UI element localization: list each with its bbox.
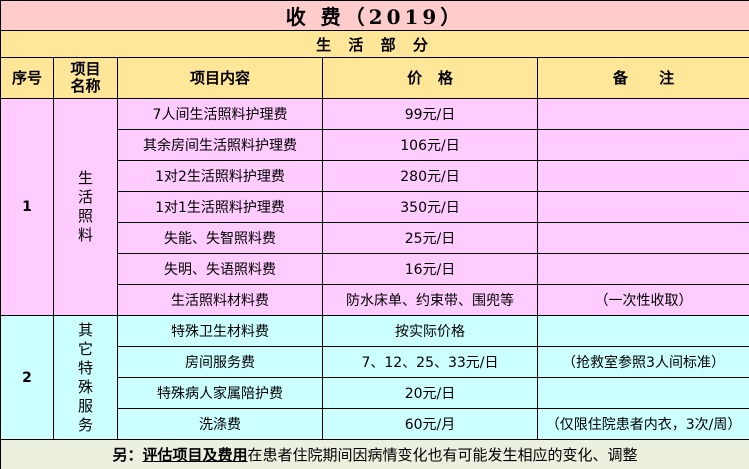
cell-content: 特殊病人家属陪护费	[118, 378, 323, 409]
cell-content: 房间服务费	[118, 347, 323, 378]
group-name-char: 特	[54, 359, 117, 378]
cell-price: 99元/日	[323, 99, 538, 130]
footer-note: 另：评估项目及费用在患者住院期间因病情变化也有可能发生相应的变化、调整	[1, 440, 749, 469]
cell-note	[538, 378, 749, 409]
group-name-char: 料	[54, 226, 117, 245]
group-name-char: 活	[54, 188, 117, 207]
header-name-line1: 项目	[70, 60, 100, 78]
cell-note: （一次性收取）	[538, 285, 749, 316]
cell-content: 生活照料材料费	[118, 285, 323, 316]
cell-price: 7、12、25、33元/日	[323, 347, 538, 378]
cell-content: 其余房间生活照料护理费	[118, 130, 323, 161]
section-title: 生 活 部 分	[1, 31, 749, 58]
cell-price: 20元/日	[323, 378, 538, 409]
cell-note	[538, 316, 749, 347]
cell-content: 特殊卫生材料费	[118, 316, 323, 347]
cell-note	[538, 130, 749, 161]
cell-content: 洗涤费	[118, 409, 323, 440]
header-no: 序号	[1, 58, 54, 99]
cell-note	[538, 254, 749, 285]
group-name-char: 照	[54, 207, 117, 226]
header-name-line2: 名称	[70, 77, 100, 95]
cell-note	[538, 192, 749, 223]
cell-content: 7人间生活照料护理费	[118, 99, 323, 130]
cell-price: 25元/日	[323, 223, 538, 254]
cell-price: 60元/月	[323, 409, 538, 440]
group-name-char: 生	[54, 169, 117, 188]
group-name: 其它特殊服务	[54, 316, 118, 440]
cell-note	[538, 161, 749, 192]
cell-note	[538, 99, 749, 130]
footer-text: 在患者住院期间因病情变化也有可能发生相应的变化、调整	[248, 446, 638, 464]
cell-note: （仅限住院患者内衣，3次/周）	[538, 409, 749, 440]
cell-content: 1对1生活照料护理费	[118, 192, 323, 223]
cell-price: 280元/日	[323, 161, 538, 192]
header-note: 备 注	[538, 58, 749, 99]
table-title: 收 费（2019）	[1, 1, 749, 31]
cell-price: 16元/日	[323, 254, 538, 285]
cell-content: 失明、失语照料费	[118, 254, 323, 285]
group-name: 生活照料	[54, 99, 118, 316]
group-name-char: 其	[54, 321, 117, 340]
cell-price: 106元/日	[323, 130, 538, 161]
footer-prefix: 另：	[112, 446, 142, 464]
group-name-char: 殊	[54, 378, 117, 397]
cell-note: （抢救室参照3人间标准）	[538, 347, 749, 378]
cell-price: 防水床单、约束带、围兜等	[323, 285, 538, 316]
header-price: 价 格	[323, 58, 538, 99]
cell-price: 按实际价格	[323, 316, 538, 347]
cell-content: 失能、失智照料费	[118, 223, 323, 254]
footer-emphasis: 评估项目及费用	[143, 446, 248, 464]
header-name: 项目名称	[54, 58, 118, 99]
group-name-char: 它	[54, 340, 117, 359]
header-content: 项目内容	[118, 58, 323, 99]
group-name-char: 服	[54, 397, 117, 416]
cell-content: 1对2生活照料护理费	[118, 161, 323, 192]
group-no: 1	[1, 99, 54, 316]
group-name-char: 务	[54, 416, 117, 435]
cell-note	[538, 223, 749, 254]
cell-price: 350元/日	[323, 192, 538, 223]
group-no: 2	[1, 316, 54, 440]
